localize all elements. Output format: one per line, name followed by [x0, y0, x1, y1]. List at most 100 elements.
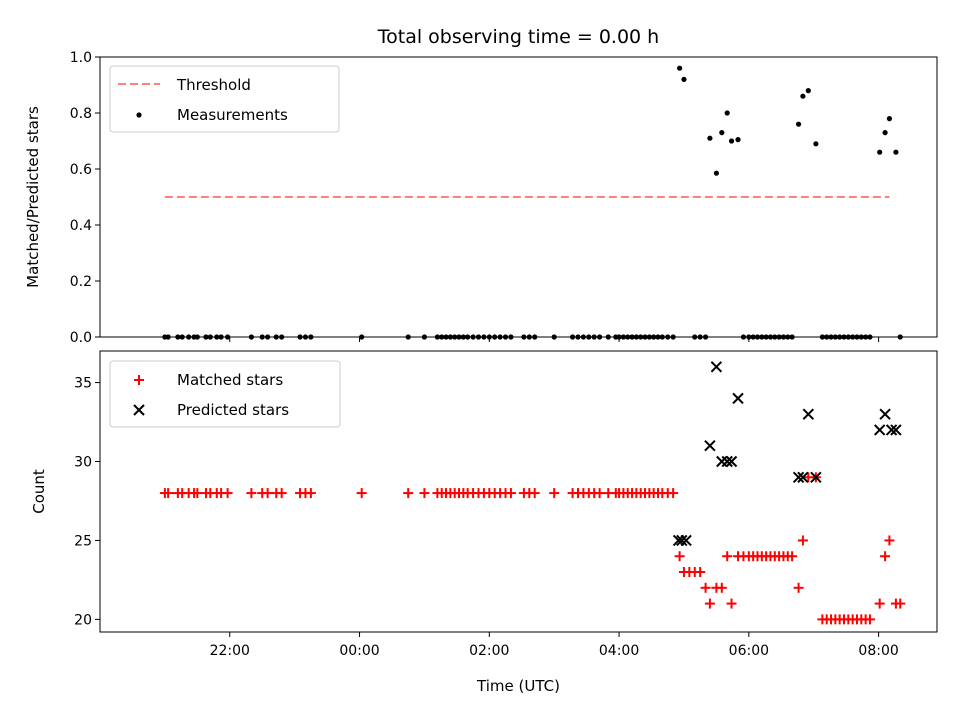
predicted-point [725, 455, 738, 468]
measurement-point [179, 334, 185, 340]
matched-point [276, 488, 287, 499]
y-tick-label: 0.8 [70, 106, 92, 122]
x-tick-label: 02:00 [469, 643, 509, 659]
measurement-point [776, 334, 782, 340]
measurement-point [893, 149, 899, 155]
y-tick-label: 0.4 [70, 218, 92, 234]
cross-stroke [873, 424, 886, 436]
legend-threshold-label: Threshold [176, 76, 251, 94]
measurement-point [735, 137, 741, 143]
measurement-point [481, 334, 487, 340]
matched-point [246, 488, 257, 499]
measurement-point [597, 334, 603, 340]
cross-stroke [721, 455, 733, 468]
predicted-point [676, 534, 688, 547]
measurement-point [759, 334, 765, 340]
measurement-point [740, 334, 747, 340]
legend-predicted-label: Predicted stars [177, 401, 289, 419]
measurement-point [434, 334, 440, 340]
measurement-point [633, 334, 639, 340]
measurement-point [551, 334, 557, 340]
measurement-point [186, 334, 192, 340]
predicted-point [680, 534, 692, 547]
bottom-y-axis: 20 25 30 35 [74, 376, 100, 628]
x-tick-label: 00:00 [339, 643, 379, 659]
measurement-point [359, 334, 365, 340]
measurement-point [642, 334, 648, 340]
predicted-point [792, 471, 805, 483]
measurement-point [713, 170, 719, 176]
matched-stars-series [159, 472, 906, 625]
top-y-axis: 0.0 0.2 0.4 0.6 0.8 1.0 [70, 50, 100, 346]
matched-point [594, 488, 605, 499]
measurement-point [575, 334, 581, 340]
matched-point [305, 488, 316, 499]
legend-measurements-label: Measurements [177, 106, 288, 124]
measurement-point [707, 135, 713, 141]
measurement-point [813, 141, 819, 147]
matched-point [403, 488, 414, 499]
predicted-point [732, 392, 744, 405]
measurement-point [877, 149, 883, 155]
measurement-series [162, 65, 903, 340]
measurement-point [456, 334, 462, 340]
measurement-point [750, 334, 756, 340]
measurement-point [218, 334, 224, 340]
legend-cross [133, 404, 145, 416]
measurement-point [439, 334, 445, 340]
cross-stroke [810, 471, 822, 483]
measurement-point [465, 334, 471, 340]
measurement-point [780, 334, 787, 340]
legend-matched-label: Matched stars [177, 371, 283, 389]
matched-point [716, 582, 727, 593]
measurement-point [297, 334, 303, 340]
measurement-point [655, 334, 661, 340]
measurement-point [702, 334, 709, 340]
matched-point [262, 488, 273, 499]
measurement-point [867, 334, 873, 340]
y-tick-label: 25 [74, 533, 92, 549]
x-tick-label: 08:00 [858, 643, 898, 659]
legend-plus [134, 375, 144, 385]
legend-matched-swatch [134, 375, 144, 385]
y-tick-label: 0.6 [70, 162, 92, 178]
predicted-point [802, 408, 815, 420]
measurement-point [175, 334, 181, 340]
measurement-point [279, 334, 285, 340]
measurement-point [470, 334, 476, 340]
predicted-point [879, 408, 891, 420]
cross-stroke [704, 440, 716, 452]
predicted-point [797, 471, 809, 483]
measurement-point [670, 334, 676, 340]
y-tick-label: 0.0 [70, 330, 92, 346]
measurement-point [308, 334, 314, 340]
measurement-point [421, 334, 428, 340]
top-legend: Threshold Measurements [109, 65, 340, 133]
measurement-point [665, 334, 671, 340]
matched-point [668, 488, 679, 499]
matched-point [864, 614, 875, 625]
predicted-point [710, 361, 723, 373]
measurement-point [754, 334, 761, 340]
measurement-point [248, 334, 254, 340]
measurement-point [837, 334, 843, 340]
cross-stroke [680, 534, 692, 547]
measurement-point [532, 334, 538, 340]
cross-stroke [133, 404, 145, 416]
measurement-point [165, 334, 171, 340]
measurement-point [569, 334, 576, 340]
measurement-point [225, 334, 231, 340]
predicted-point [873, 424, 886, 436]
measurement-point [845, 334, 851, 340]
predicted-point [890, 424, 902, 436]
measurement-point [882, 130, 888, 136]
matched-point [704, 598, 715, 609]
y-tick-label: 30 [74, 455, 92, 471]
measurement-point [886, 116, 893, 122]
measurement-point [863, 334, 869, 340]
x-tick-label: 22:00 [210, 643, 250, 659]
measurement-point [824, 334, 830, 340]
measurement-point [502, 334, 509, 340]
measurement-point [646, 334, 652, 340]
